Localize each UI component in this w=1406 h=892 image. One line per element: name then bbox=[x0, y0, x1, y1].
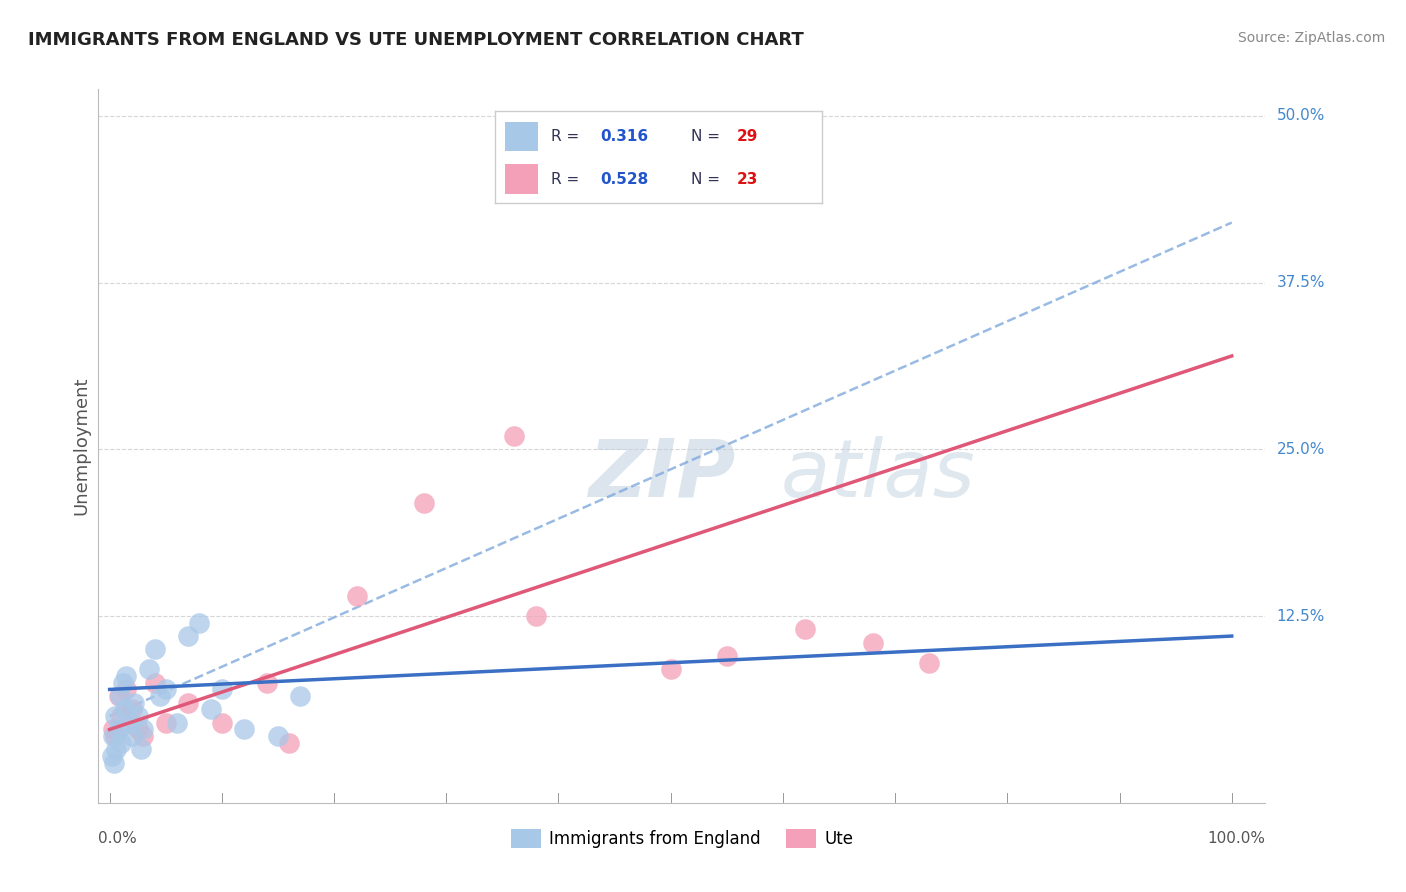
Point bbox=[200, 702, 222, 716]
Point bbox=[256, 675, 278, 690]
Point bbox=[110, 736, 132, 750]
Text: 37.5%: 37.5% bbox=[1277, 275, 1324, 290]
Point bbox=[132, 723, 155, 737]
Point bbox=[290, 689, 312, 703]
Point bbox=[177, 629, 200, 643]
Text: 0.0%: 0.0% bbox=[98, 831, 138, 847]
Text: Source: ZipAtlas.com: Source: ZipAtlas.com bbox=[1237, 31, 1385, 45]
Point bbox=[166, 715, 188, 730]
Point bbox=[101, 749, 124, 764]
Point bbox=[118, 715, 141, 730]
Point bbox=[132, 729, 155, 743]
Text: 100.0%: 100.0% bbox=[1208, 831, 1265, 847]
Point bbox=[107, 723, 129, 737]
Point bbox=[149, 689, 172, 703]
Point bbox=[918, 656, 941, 670]
Text: 50.0%: 50.0% bbox=[1277, 108, 1324, 123]
Point bbox=[188, 615, 211, 630]
Point bbox=[107, 689, 129, 703]
Point bbox=[112, 675, 135, 690]
Point bbox=[121, 729, 143, 743]
Point bbox=[129, 742, 152, 756]
Point bbox=[233, 723, 256, 737]
Text: ZIP: ZIP bbox=[589, 435, 735, 514]
Point bbox=[716, 649, 738, 664]
Point bbox=[121, 702, 143, 716]
Text: 25.0%: 25.0% bbox=[1277, 442, 1324, 457]
Point bbox=[155, 715, 177, 730]
Point bbox=[101, 723, 124, 737]
Point bbox=[105, 742, 128, 756]
Point bbox=[101, 729, 124, 743]
Point bbox=[143, 642, 166, 657]
Point bbox=[794, 623, 817, 637]
Point bbox=[104, 709, 127, 723]
Point bbox=[124, 696, 146, 710]
Point bbox=[412, 496, 434, 510]
Legend: Immigrants from England, Ute: Immigrants from England, Ute bbox=[505, 822, 859, 855]
Point bbox=[659, 662, 682, 676]
Point bbox=[211, 682, 233, 697]
Point bbox=[138, 662, 160, 676]
Text: IMMIGRANTS FROM ENGLAND VS UTE UNEMPLOYMENT CORRELATION CHART: IMMIGRANTS FROM ENGLAND VS UTE UNEMPLOYM… bbox=[28, 31, 804, 49]
Point bbox=[114, 702, 136, 716]
Point bbox=[104, 729, 127, 743]
Point bbox=[278, 736, 301, 750]
Point bbox=[110, 709, 132, 723]
Point bbox=[177, 696, 200, 710]
Point bbox=[115, 669, 138, 683]
Text: 12.5%: 12.5% bbox=[1277, 608, 1324, 624]
Point bbox=[143, 675, 166, 690]
Point bbox=[862, 636, 884, 650]
Point bbox=[103, 756, 125, 770]
Point bbox=[502, 429, 524, 443]
Text: atlas: atlas bbox=[782, 435, 976, 514]
Point bbox=[211, 715, 233, 730]
Point bbox=[267, 729, 290, 743]
Point bbox=[346, 589, 368, 603]
Y-axis label: Unemployment: Unemployment bbox=[72, 376, 90, 516]
Point bbox=[155, 682, 177, 697]
Point bbox=[108, 689, 131, 703]
Point bbox=[127, 709, 149, 723]
Point bbox=[127, 723, 149, 737]
Point bbox=[524, 609, 547, 624]
Point bbox=[115, 682, 138, 697]
